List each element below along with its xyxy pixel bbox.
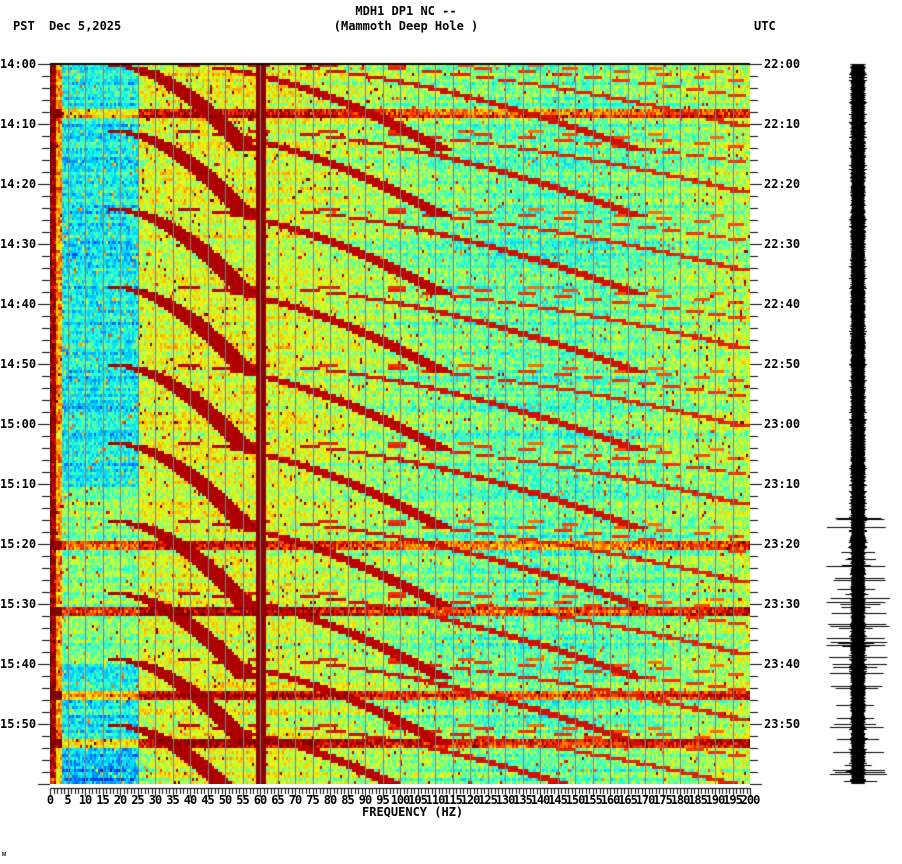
frequency-tick-label: 170 <box>635 793 656 807</box>
frequency-tick-label: 15 <box>96 793 109 807</box>
frequency-tick-label: 25 <box>131 793 144 807</box>
frequency-tick-label: 160 <box>600 793 621 807</box>
frequency-tick-label: 180 <box>670 793 691 807</box>
frequency-tick-label: 55 <box>236 793 249 807</box>
frequency-tick-label: 200 <box>740 793 761 807</box>
frequency-tick-label: 125 <box>478 793 498 807</box>
frequency-tick-label: 20 <box>113 793 127 807</box>
left-time-label: 14:20 <box>0 177 37 191</box>
frequency-tick-label: 165 <box>618 793 638 807</box>
frequency-tick-label: 120 <box>460 793 481 807</box>
frequency-tick-label: 140 <box>530 793 551 807</box>
left-time-label: 14:00 <box>0 57 37 71</box>
frequency-tick-label: 5 <box>64 793 71 807</box>
frequency-tick-label: 90 <box>358 793 372 807</box>
left-time-label: 14:10 <box>0 117 37 131</box>
frequency-tick-label: 95 <box>376 793 389 807</box>
frequency-tick-label: 50 <box>218 793 232 807</box>
frequency-tick-label: 105 <box>408 793 428 807</box>
right-time-label: 23:50 <box>764 717 801 731</box>
left-time-label: 15:00 <box>0 417 37 431</box>
left-time-label: 15:10 <box>0 477 37 491</box>
frequency-tick-label: 0 <box>46 793 54 807</box>
frequency-tick-label: 40 <box>183 793 197 807</box>
right-time-label: 22:00 <box>764 57 801 71</box>
frequency-tick-label: 175 <box>653 793 673 807</box>
frequency-tick-label: 145 <box>548 793 568 807</box>
frequency-tick-label: 150 <box>565 793 586 807</box>
frequency-tick-label: 80 <box>323 793 337 807</box>
right-time-label: 22:40 <box>764 297 801 311</box>
right-time-label: 22:30 <box>764 237 801 251</box>
left-time-label: 14:30 <box>0 237 37 251</box>
frequency-tick-label: 135 <box>513 793 533 807</box>
frequency-tick-label: 35 <box>166 793 179 807</box>
frequency-tick-label: 115 <box>443 793 463 807</box>
left-time-label: 14:40 <box>0 297 37 311</box>
right-time-label: 22:10 <box>764 117 801 131</box>
right-time-label: 23:20 <box>764 537 801 551</box>
left-time-label: 14:50 <box>0 357 37 371</box>
right-time-label: 23:00 <box>764 417 801 431</box>
frequency-tick-label: 100 <box>390 793 411 807</box>
right-time-label: 22:20 <box>764 177 801 191</box>
frequency-tick-label: 10 <box>78 793 92 807</box>
frequency-tick-label: 195 <box>723 793 743 807</box>
left-time-label: 15:40 <box>0 657 37 671</box>
right-time-label: 22:50 <box>764 357 801 371</box>
left-time-label: 15:20 <box>0 537 37 551</box>
frequency-tick-label: 130 <box>495 793 516 807</box>
right-time-label: 23:10 <box>764 477 801 491</box>
frequency-tick-label: 30 <box>148 793 162 807</box>
frequency-tick-label: 185 <box>688 793 708 807</box>
left-time-label: 15:30 <box>0 597 37 611</box>
frequency-tick-label: 75 <box>306 793 319 807</box>
frequency-tick-label: 155 <box>583 793 603 807</box>
frequency-tick-label: 45 <box>201 793 214 807</box>
right-time-label: 23:30 <box>764 597 801 611</box>
corner-mark: ᴍ <box>2 850 7 858</box>
frequency-tick-label: 85 <box>341 793 354 807</box>
frequency-tick-label: 65 <box>271 793 284 807</box>
right-time-label: 23:40 <box>764 657 801 671</box>
seismogram-trace <box>820 60 900 790</box>
frequency-tick-label: 60 <box>253 793 267 807</box>
frequency-tick-label: 190 <box>705 793 726 807</box>
frequency-tick-label: 70 <box>288 793 302 807</box>
left-time-label: 15:50 <box>0 717 37 731</box>
x-axis-title: FREQUENCY (HZ) <box>362 805 464 819</box>
frequency-tick-label: 110 <box>425 793 446 807</box>
